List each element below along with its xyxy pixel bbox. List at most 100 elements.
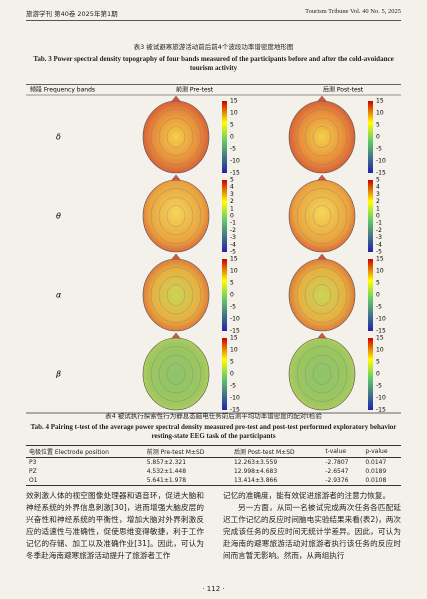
colorbar-tick-label: 2 bbox=[376, 198, 380, 205]
colorbar-tick-label: -5 bbox=[376, 383, 382, 390]
colorbar-tick-label: -3 bbox=[230, 234, 236, 241]
cell: -2.9376 bbox=[325, 477, 349, 484]
colorbar-tick-label: -2 bbox=[230, 227, 236, 234]
contour bbox=[296, 188, 348, 244]
colorbar-tick-label: 15 bbox=[230, 335, 238, 342]
colorbar-tick-label: 15 bbox=[376, 335, 384, 342]
column-header: t-value bbox=[325, 448, 347, 455]
contour bbox=[296, 267, 348, 323]
contour bbox=[158, 354, 194, 394]
paragraph: 记忆的准确度，能有效促进旅游者的注意力恢复。另一方面，从同一名被试完成两次任务各… bbox=[223, 490, 401, 562]
cell: 12.998±4.683 bbox=[233, 468, 278, 475]
colorbar-tick-label: 3 bbox=[230, 191, 234, 198]
colorbar-tick-label: 4 bbox=[376, 184, 380, 191]
colorbar-tick-label: -15 bbox=[376, 328, 386, 335]
colorbar-tick-label: -5 bbox=[376, 146, 382, 153]
colorbar-tick-label: 4 bbox=[230, 184, 234, 191]
topomap bbox=[288, 100, 356, 174]
contour bbox=[312, 363, 332, 385]
colorbar-tick-label: -10 bbox=[230, 158, 240, 165]
contour bbox=[158, 275, 194, 315]
colorbar-tick-label: -15 bbox=[376, 407, 386, 414]
paragraph: 效刺激人体的视空图像处理器和语音环，促进大脑和神经系统的外界信息刺激[30]，进… bbox=[26, 491, 204, 560]
cell: 0.0108 bbox=[365, 477, 387, 484]
colorbar bbox=[368, 338, 373, 410]
colorbar-tick-label: 0 bbox=[230, 292, 234, 299]
contour bbox=[166, 205, 186, 227]
colorbar-tick-label: 5 bbox=[230, 177, 234, 184]
colorbar-tick-label: 10 bbox=[230, 347, 238, 354]
colorbar-tick-label: -5 bbox=[230, 304, 236, 311]
colorbar-tick-label: -1 bbox=[376, 220, 382, 227]
colorbar bbox=[368, 259, 373, 331]
colorbar-tick-label: -2 bbox=[376, 227, 382, 234]
cell: O1 bbox=[29, 477, 38, 484]
contour bbox=[150, 188, 202, 244]
colorbar bbox=[222, 101, 227, 173]
contour bbox=[150, 267, 202, 323]
topomap bbox=[288, 179, 356, 253]
colorbar-tick-label: -10 bbox=[376, 316, 386, 323]
contour bbox=[296, 109, 348, 165]
nose bbox=[316, 174, 328, 182]
colorbar-tick-label: -10 bbox=[376, 395, 386, 402]
colorbar-tick-label: -10 bbox=[376, 158, 386, 165]
contour bbox=[158, 196, 194, 236]
cell: 12.263±3.559 bbox=[233, 459, 278, 466]
colorbar-tick-label: -15 bbox=[230, 407, 240, 414]
colorbar-tick-label: 10 bbox=[230, 110, 238, 117]
colorbar-tick-label: 1 bbox=[376, 205, 380, 212]
band-label: β bbox=[55, 370, 61, 379]
contour bbox=[166, 363, 186, 385]
contour bbox=[304, 275, 340, 315]
column-header: 前测 Pre-test bbox=[176, 86, 214, 94]
contour bbox=[312, 284, 332, 306]
colorbar-tick-label: 0 bbox=[230, 371, 234, 378]
colorbar bbox=[368, 101, 373, 173]
colorbar-tick-label: 0 bbox=[376, 371, 380, 378]
colorbar-tick-label: -15 bbox=[376, 170, 386, 177]
colorbar-tick-label: -3 bbox=[376, 234, 382, 241]
page-number: · 112 · bbox=[202, 585, 225, 593]
colorbar-tick-label: 5 bbox=[376, 359, 380, 366]
table-row: O1 5.641±1.978 13.414±3.866 -2.9376 0.0108 bbox=[26, 476, 401, 486]
caption: 表3 被试避寒旅游活动前后前4个波段功率谱密度地形图 bbox=[133, 43, 294, 51]
colorbar-tick-label: 15 bbox=[230, 256, 238, 263]
column-header: p-value bbox=[365, 448, 388, 455]
cell: -2.7807 bbox=[325, 459, 349, 466]
contour bbox=[312, 126, 332, 148]
colorbar-tick-label: 5 bbox=[376, 177, 380, 184]
colorbar-tick-label: 0 bbox=[230, 213, 234, 220]
text: 记忆的准确度，能有效促进旅游者的注意力恢复。 bbox=[223, 491, 391, 500]
nose bbox=[316, 332, 328, 340]
nose bbox=[170, 174, 182, 182]
topomap bbox=[142, 179, 210, 253]
colorbar bbox=[368, 180, 373, 252]
contour bbox=[304, 196, 340, 236]
cell: -2.6547 bbox=[325, 468, 349, 475]
contour bbox=[150, 346, 202, 402]
column-header: 频段 Frequency bands bbox=[30, 86, 95, 94]
nose bbox=[170, 253, 182, 261]
contour bbox=[304, 117, 340, 157]
colorbar-tick-label: 10 bbox=[230, 268, 238, 275]
cell: PZ bbox=[29, 468, 37, 475]
colorbar-tick-label: -15 bbox=[230, 328, 240, 335]
topomap bbox=[288, 337, 356, 411]
nose bbox=[316, 95, 328, 103]
colorbar-tick-label: 5 bbox=[376, 122, 380, 129]
colorbar-tick-label: 15 bbox=[230, 98, 238, 105]
colorbar-tick-label: 10 bbox=[376, 347, 384, 354]
colorbar-tick-label: 15 bbox=[376, 256, 384, 263]
colorbar bbox=[222, 259, 227, 331]
colorbar bbox=[222, 338, 227, 410]
topomap bbox=[142, 258, 210, 332]
contour bbox=[158, 117, 194, 157]
colorbar-tick-label: 5 bbox=[230, 122, 234, 129]
text: 另一方面，从同一名被试完成两次任务各匹配延迟工作记忆的反应时间脑电实验结果来看(… bbox=[223, 503, 401, 560]
table3: 频段 Frequency bands 前测 Pre-test 后测 Post-tes… bbox=[26, 84, 401, 414]
colorbar-tick-label: 10 bbox=[376, 110, 384, 117]
column-header: 电极位置 Electrode position bbox=[29, 449, 109, 456]
colorbar-tick-label: -5 bbox=[230, 249, 236, 256]
